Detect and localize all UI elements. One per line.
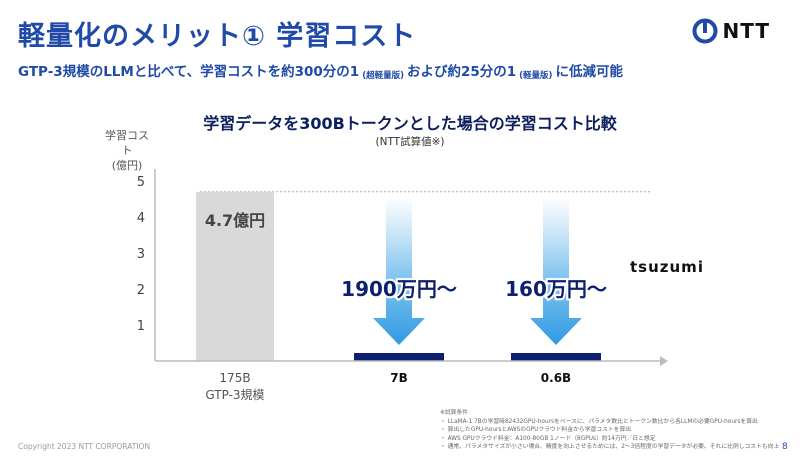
bar [196,191,274,361]
x-tick-label: 175B [219,371,250,385]
y-tick-label: 2 [137,283,145,298]
y-tick-label: 5 [137,175,145,190]
footnote-line: ・ AWS GPUクラウド料金：A100-80GB 1ノード（8GPUs）約14… [440,435,656,442]
footnotes: ※試算条件 ・ LLaMA-1 7Bの学習時82432GPU-hoursをベース… [440,409,790,452]
data-label: 1900万円〜 [341,277,457,301]
footnote-line: ※試算条件 [440,410,469,416]
subtitle-part2: および約25分の1 [406,64,517,80]
x-tick-label-sub: GTP-3規模 [205,387,264,402]
y-tick-label: 4 [137,211,145,226]
ntt-logo: NTT [692,18,770,44]
bar [511,353,601,361]
x-tick-label: 7B [390,371,408,385]
data-label: 4.7億円 [205,211,265,230]
chart-title: 学習データを300Bトークンとした場合の学習コスト比較 [203,114,617,133]
subtitle-part1: GTP-3規模のLLMと比べて、学習コストを約300分の1 [18,64,360,80]
copyright: Copyright 2023 NTT CORPORATION [18,442,151,451]
x-tick-label: 0.6B [541,371,571,385]
reduction-arrow [373,197,425,345]
ntt-logo-icon [692,18,718,44]
subtitle-part3: に低減可能 [555,64,623,80]
page-title: 軽量化のメリット① 学習コスト [18,21,417,52]
footnote-line: ・ 通常、パラメタサイズが小さい場合、精度を向上させるためには、2～3倍程度の学… [440,444,780,451]
footnote-line: ・ 算出したGPU-hoursとAWSのGPUクラウド料金から学習コストを算出 [440,427,632,434]
y-axis-label-line1: 学習コスト [105,129,149,157]
y-tick-label: 1 [137,319,145,334]
bar [354,353,444,361]
subtitle-note1: (超軽量版) [362,71,404,81]
footnote-line: ・ LLaMA-1 7Bの学習時82432GPU-hoursをベースに、パラメタ… [440,418,758,425]
ntt-logo-text: NTT [722,19,770,43]
x-axis-arrowhead [660,356,668,366]
chart-subtitle: (NTT試算値※) [375,136,445,148]
data-label: 160万円〜 [505,277,607,301]
subtitle-note2: (軽量版) [519,71,553,81]
y-axis-label: 学習コスト (億円) [100,128,154,173]
y-tick-label: 3 [137,247,145,262]
reduction-arrow [530,197,582,345]
product-label: tsuzumi [630,258,704,276]
page-subtitle: GTP-3規模のLLMと比べて、学習コストを約300分の1 (超軽量版) および約2… [18,60,623,81]
page-number: 8 [782,442,788,452]
y-axis-label-line2: (億円) [111,159,143,172]
